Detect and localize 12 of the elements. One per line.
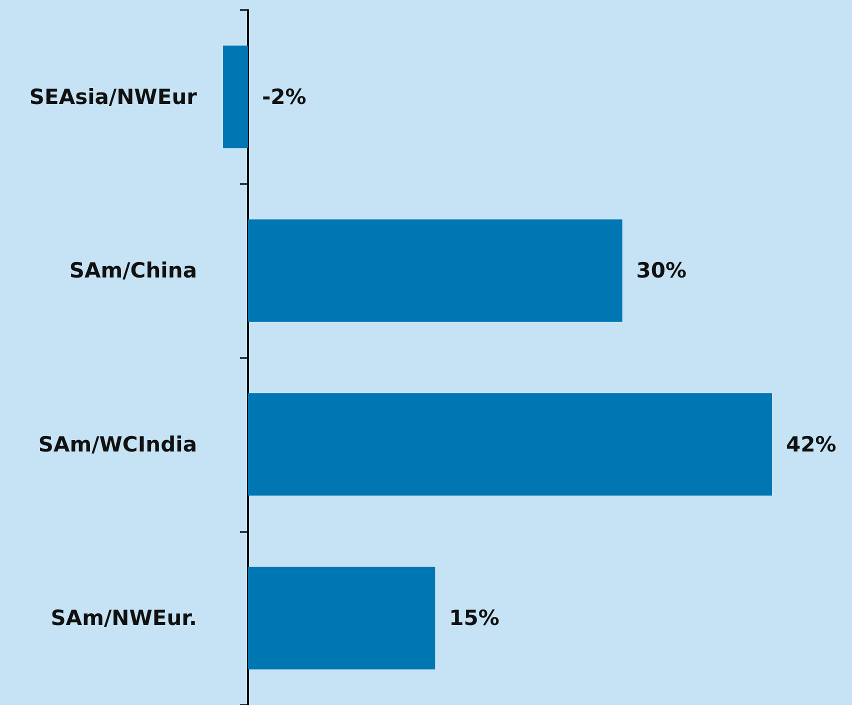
bar — [248, 566, 436, 670]
bar — [248, 219, 622, 322]
bar — [223, 46, 248, 148]
data-label: 42% — [786, 432, 836, 456]
data-label: -2% — [262, 84, 306, 109]
y-tick-label: SAm/NWEur. — [50, 606, 197, 630]
data-label: 30% — [636, 258, 687, 283]
y-tick-label: SEAsia/NWEur — [29, 84, 198, 109]
y-tick-label: SAm/China — [69, 258, 197, 283]
y-tick-label: SAm/WCIndia — [38, 432, 197, 456]
bar — [248, 393, 772, 496]
data-label: 15% — [449, 606, 500, 630]
